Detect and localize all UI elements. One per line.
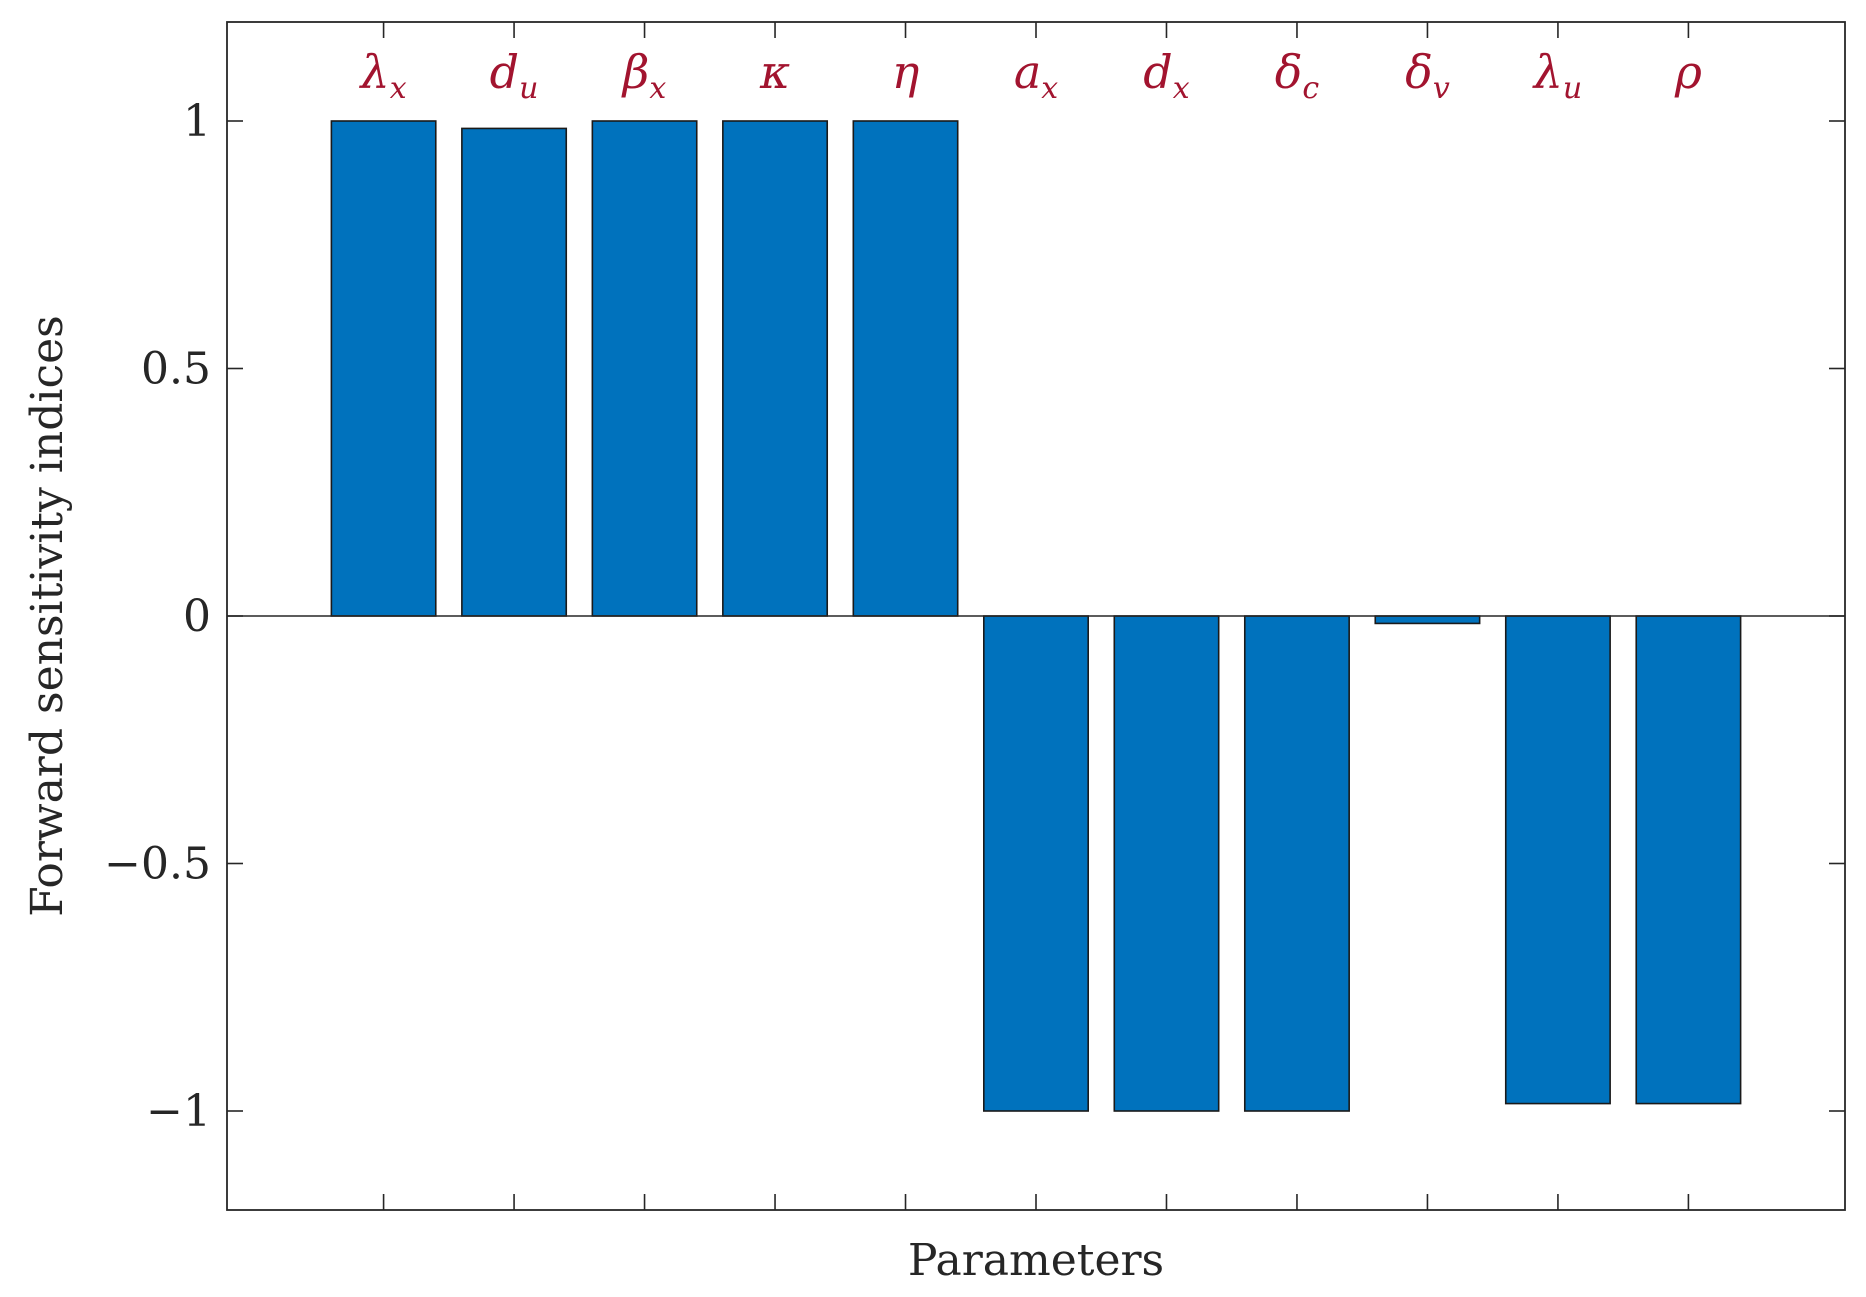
param-label-10: λu (1532, 45, 1582, 106)
param-label-6: ax (1014, 45, 1058, 106)
bar-3 (591, 120, 698, 617)
param-label-4: κ (759, 45, 790, 99)
param-label-7: dx (1143, 45, 1189, 106)
param-label-9: δv (1405, 45, 1450, 106)
bar-1 (330, 120, 437, 617)
bar-9 (1374, 615, 1481, 625)
param-label-8: δc (1275, 45, 1320, 106)
bar-11 (1635, 615, 1742, 1105)
y-tick-label: 0.5 (141, 344, 211, 395)
bar-5 (852, 120, 959, 617)
bar-4 (722, 120, 829, 617)
bar-8 (1243, 615, 1350, 1112)
bar-2 (461, 127, 568, 617)
param-label-2: du (490, 45, 539, 106)
param-label-1: λx (359, 45, 407, 106)
y-axis-title: Forward sensitivity indices (22, 315, 73, 916)
bar-7 (1113, 615, 1220, 1112)
param-label-5: η (892, 45, 920, 99)
y-tick-label: −0.5 (104, 839, 211, 890)
bar-10 (1504, 615, 1611, 1105)
x-axis-title: Parameters (908, 1235, 1164, 1286)
y-tick-label: 1 (183, 96, 211, 147)
param-label-11: ρ (1674, 45, 1702, 99)
bar-6 (983, 615, 1089, 1112)
param-label-3: βx (621, 45, 667, 106)
y-tick-label: 0 (183, 591, 211, 642)
y-tick-label: −1 (146, 1086, 211, 1137)
